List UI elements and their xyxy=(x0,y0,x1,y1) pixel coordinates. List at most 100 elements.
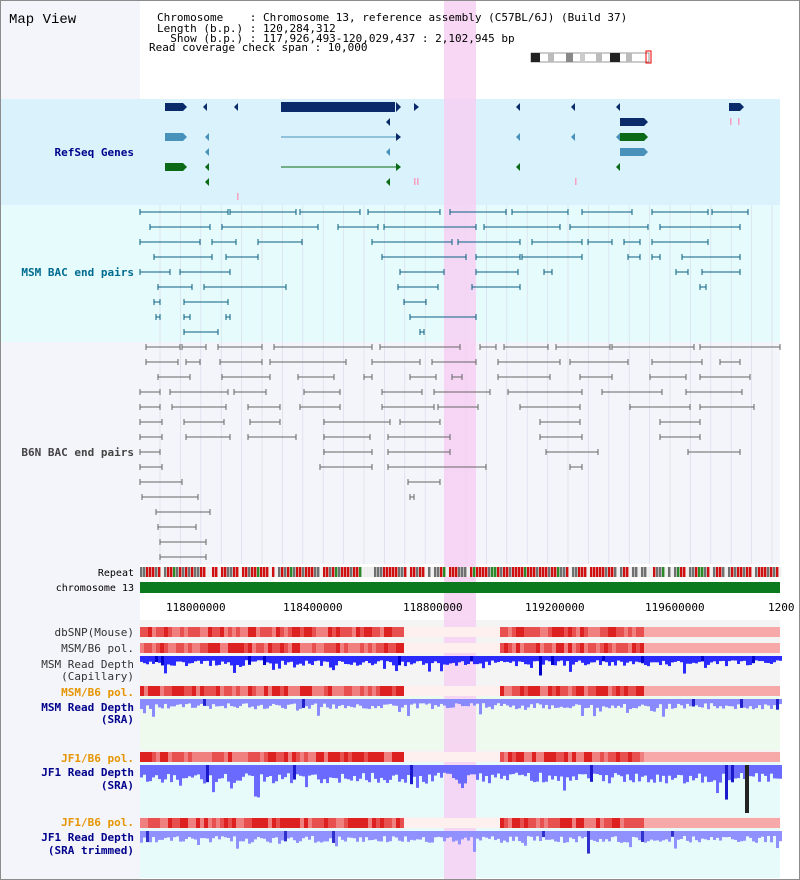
track-label-msm-depth-sra[interactable]: MSM Read Depth xyxy=(41,701,134,714)
depth-bar xyxy=(329,765,332,778)
track-label-jf1-depth-trim[interactable]: JF1 Read Depth xyxy=(41,831,134,844)
depth-bar xyxy=(194,656,197,662)
heat-cell xyxy=(436,752,440,762)
depth-bar xyxy=(683,831,686,837)
gene-feature[interactable] xyxy=(729,103,740,111)
depth-bar xyxy=(200,656,203,664)
depth-bar xyxy=(584,765,587,775)
heat-cell xyxy=(592,686,596,696)
refseq-gene-features[interactable] xyxy=(165,102,744,200)
depth-bar xyxy=(695,831,698,841)
repeat-segment xyxy=(533,567,536,577)
depth-bar xyxy=(764,656,767,663)
gene-arrow xyxy=(516,103,520,111)
heat-cell xyxy=(248,752,252,762)
depth-bar xyxy=(383,831,386,837)
track-label-jf1-b6-pol-2[interactable]: JF1/B6 pol. xyxy=(61,816,134,829)
gene-feature[interactable] xyxy=(165,103,183,111)
repeat-segment xyxy=(182,567,185,577)
heat-cell xyxy=(652,627,656,637)
depth-bar xyxy=(191,656,194,664)
b6n-bac-end-pairs[interactable] xyxy=(139,344,781,560)
heat-cell xyxy=(508,752,512,762)
chromosome-ideogram[interactable] xyxy=(530,50,652,64)
depth-bar xyxy=(212,831,215,839)
gene-feature[interactable] xyxy=(620,133,644,141)
heat-cell xyxy=(452,752,456,762)
repeat-segment xyxy=(455,567,458,577)
heat-cell xyxy=(480,686,484,696)
heat-cell xyxy=(260,643,264,653)
highlight-region[interactable] xyxy=(444,1,476,879)
heat-cell xyxy=(752,818,756,828)
repeat-segment xyxy=(374,567,377,577)
heat-cell xyxy=(220,627,224,637)
repeat-segment xyxy=(719,567,722,577)
depth-bar xyxy=(755,831,758,843)
depth-bar xyxy=(437,699,440,707)
track-label-b6n-bac[interactable]: B6N BAC end pairs xyxy=(21,446,134,459)
depth-bar xyxy=(152,699,155,717)
track-label-chromosome[interactable]: chromosome 13 xyxy=(56,583,134,594)
heat-cell xyxy=(700,627,704,637)
depth-bar xyxy=(590,831,593,840)
track-label-dbsnp[interactable]: dbSNP(Mouse) xyxy=(55,626,134,639)
depth-bar xyxy=(563,765,566,791)
depth-bar xyxy=(359,699,362,706)
repeat-segment xyxy=(476,567,479,577)
depth-bar xyxy=(554,656,557,666)
heat-cell xyxy=(744,752,748,762)
depth-bar xyxy=(470,765,473,775)
depth-bar xyxy=(290,831,293,838)
track-label-msm-depth-cap[interactable]: MSM Read Depth xyxy=(41,658,134,671)
depth-bar xyxy=(428,656,431,672)
depth-bar xyxy=(380,656,383,661)
depth-bar xyxy=(272,656,275,670)
heat-cell xyxy=(364,643,368,653)
depth-bar xyxy=(518,765,521,776)
track-label-refseq[interactable]: RefSeq Genes xyxy=(55,146,134,159)
repeat-track[interactable] xyxy=(140,567,782,577)
depth-bar xyxy=(194,765,197,776)
depth-bar xyxy=(572,699,575,707)
depth-bar xyxy=(281,699,284,708)
depth-bar xyxy=(473,699,476,706)
depth-bar xyxy=(146,765,149,782)
heat-cell xyxy=(404,752,408,762)
depth-bar xyxy=(185,765,188,779)
depth-bar xyxy=(374,765,377,779)
depth-bar xyxy=(197,656,200,661)
heat-cell xyxy=(300,752,304,762)
msm-bac-end-pairs[interactable] xyxy=(139,209,749,335)
depth-bar xyxy=(434,656,437,662)
depth-bar xyxy=(182,656,185,663)
depth-bar xyxy=(548,656,551,662)
repeat-segment xyxy=(587,567,590,577)
depth-bar xyxy=(164,656,167,674)
depth-bar xyxy=(260,765,263,775)
track-label-msm-b6-pol-2[interactable]: MSM/B6 pol. xyxy=(61,686,134,699)
repeat-segment xyxy=(767,567,770,577)
gene-feature[interactable] xyxy=(165,163,183,171)
heat-cell xyxy=(144,818,148,828)
depth-bar xyxy=(158,699,161,708)
track-label-jf1-depth-sra[interactable]: JF1 Read Depth xyxy=(41,766,134,779)
gene-feature[interactable] xyxy=(281,102,395,112)
heat-cell xyxy=(764,686,768,696)
gene-feature[interactable] xyxy=(165,133,183,141)
coverage-tracks[interactable] xyxy=(140,627,782,854)
heat-cell xyxy=(168,752,172,762)
gene-feature[interactable] xyxy=(620,118,644,126)
heat-cell xyxy=(344,627,348,637)
heat-cell xyxy=(272,627,276,637)
chromosome-bar[interactable] xyxy=(140,582,780,593)
track-label-msm-b6-pol[interactable]: MSM/B6 pol. xyxy=(61,642,134,655)
gene-feature[interactable] xyxy=(620,148,644,156)
heat-cell xyxy=(768,686,772,696)
depth-bar xyxy=(749,656,752,665)
track-label-jf1-b6-pol[interactable]: JF1/B6 pol. xyxy=(61,752,134,765)
heat-cell xyxy=(536,627,540,637)
depth-spike xyxy=(752,656,755,664)
track-label-repeat[interactable]: Repeat xyxy=(98,568,134,579)
track-label-msm-bac[interactable]: MSM BAC end pairs xyxy=(21,266,134,279)
